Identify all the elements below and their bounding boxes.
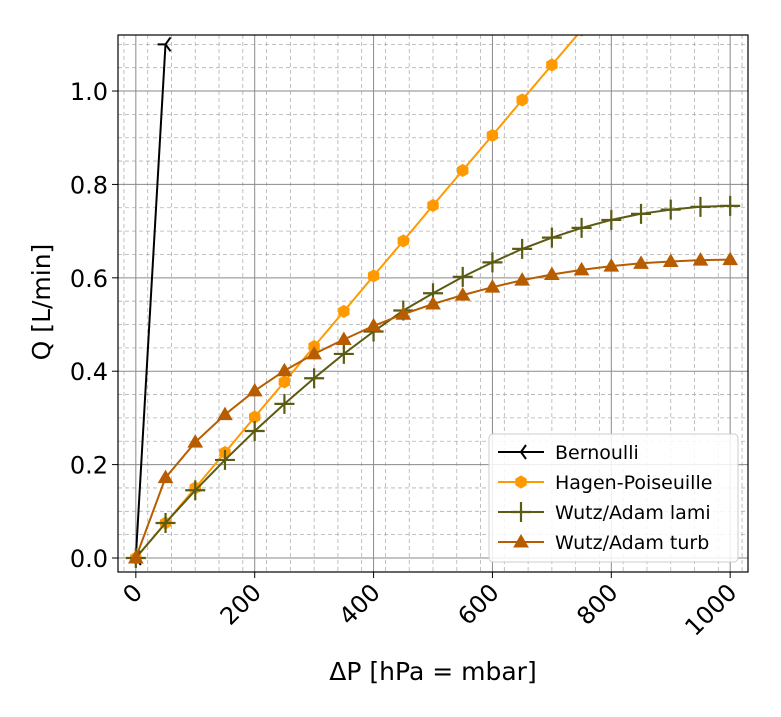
series-line bbox=[135, 35, 579, 559]
data-point bbox=[276, 362, 293, 377]
legend-item: Wutz/Adam turb bbox=[498, 532, 709, 554]
series-line bbox=[134, 44, 167, 559]
plot-frame bbox=[117, 34, 749, 573]
data-point bbox=[603, 258, 620, 272]
data-point bbox=[690, 196, 711, 217]
x-axis-label: ΔP [hPa = mbar] bbox=[329, 657, 536, 686]
data-point bbox=[397, 234, 409, 248]
data-point bbox=[546, 58, 558, 72]
data-point bbox=[278, 375, 291, 389]
legend-box bbox=[488, 433, 739, 563]
data-point bbox=[579, 35, 585, 37]
data-point bbox=[157, 36, 172, 52]
legend-marker bbox=[511, 502, 531, 522]
data-point bbox=[516, 93, 528, 107]
data-point bbox=[304, 368, 325, 389]
data-point bbox=[395, 306, 412, 320]
data-point bbox=[338, 304, 350, 318]
data-point bbox=[214, 449, 235, 470]
data-point bbox=[541, 227, 562, 248]
legend-item: Hagen-Poiseuille bbox=[498, 472, 712, 494]
legend-marker bbox=[513, 534, 529, 548]
data-point bbox=[482, 252, 503, 273]
data-point bbox=[571, 217, 592, 238]
series-wutz-adam-turb bbox=[127, 251, 739, 564]
legend-label: Hagen-Poiseuille bbox=[555, 472, 712, 494]
data-point bbox=[631, 203, 652, 224]
x-tick-label: 0 bbox=[117, 578, 148, 609]
y-tick-label: 1.0 bbox=[70, 78, 108, 106]
data-point bbox=[720, 195, 741, 216]
data-point bbox=[367, 269, 380, 283]
data-point bbox=[155, 512, 176, 533]
y-tick-label: 0.4 bbox=[70, 358, 108, 386]
y-tick-label: 0.8 bbox=[70, 171, 108, 199]
data-point bbox=[512, 238, 533, 259]
series-wutz-adam-lami bbox=[125, 195, 741, 568]
y-axis-label: Q [L/min] bbox=[27, 244, 56, 361]
data-point bbox=[335, 331, 352, 345]
y-tick-label: 0.0 bbox=[70, 545, 108, 573]
x-tick-label: 400 bbox=[334, 578, 386, 630]
legend: Bernoulli Hagen-Poiseuille Wutz/Adam lami W… bbox=[488, 433, 739, 563]
x-tick-label: 800 bbox=[571, 578, 623, 630]
data-point bbox=[185, 480, 206, 501]
y-tick-label: 0.6 bbox=[70, 265, 108, 293]
data-point bbox=[217, 406, 233, 421]
y-tick-label: 0.2 bbox=[70, 452, 108, 480]
data-point bbox=[454, 287, 471, 301]
plot-series bbox=[125, 35, 741, 568]
data-point bbox=[127, 549, 144, 564]
data-point bbox=[601, 209, 622, 230]
legend-label: Wutz/Adam turb bbox=[555, 532, 709, 554]
data-point bbox=[662, 253, 679, 267]
data-point bbox=[514, 272, 531, 286]
legend-marker bbox=[515, 475, 527, 489]
data-point bbox=[457, 163, 469, 177]
data-point bbox=[573, 261, 590, 276]
legend-marker bbox=[513, 444, 527, 460]
data-point bbox=[157, 469, 174, 484]
data-point bbox=[425, 295, 441, 310]
legend-label: Wutz/Adam lami bbox=[555, 502, 711, 524]
x-tick-label: 200 bbox=[215, 578, 267, 630]
data-point bbox=[333, 343, 354, 364]
legend-item: Wutz/Adam lami bbox=[498, 502, 711, 524]
x-tick-label: 1000 bbox=[679, 578, 742, 641]
data-point bbox=[722, 251, 739, 266]
data-point bbox=[660, 199, 681, 220]
legend-item: Bernoulli bbox=[498, 442, 639, 464]
data-point bbox=[543, 266, 560, 281]
data-point bbox=[244, 420, 265, 441]
data-point bbox=[633, 255, 649, 269]
data-point bbox=[306, 345, 323, 360]
x-tick-label: 600 bbox=[452, 578, 504, 630]
data-point bbox=[486, 128, 499, 142]
data-point bbox=[692, 252, 709, 266]
data-point bbox=[187, 434, 204, 448]
data-point bbox=[246, 382, 263, 397]
data-point bbox=[427, 198, 439, 212]
data-point bbox=[484, 279, 501, 293]
legend-label: Bernoulli bbox=[555, 442, 639, 464]
data-point bbox=[274, 393, 295, 414]
data-point bbox=[365, 317, 382, 332]
data-point bbox=[452, 266, 473, 287]
